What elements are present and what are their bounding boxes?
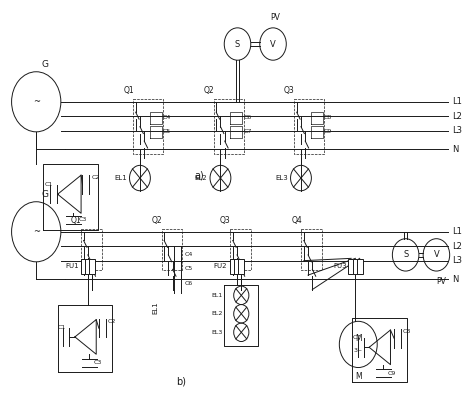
- Text: C3: C3: [79, 218, 87, 222]
- Text: ~: ~: [33, 97, 40, 106]
- Text: C4: C4: [184, 252, 193, 257]
- Text: C9: C9: [323, 129, 332, 134]
- Text: a): a): [195, 170, 204, 180]
- Text: b): b): [176, 377, 186, 387]
- Text: C2: C2: [108, 319, 116, 324]
- Text: EL1: EL1: [114, 175, 127, 181]
- Text: C1: C1: [45, 182, 53, 187]
- Text: M: M: [355, 372, 361, 381]
- Text: C5: C5: [162, 129, 171, 134]
- Text: EL1: EL1: [211, 293, 223, 298]
- Text: Q3: Q3: [284, 86, 295, 95]
- Text: C7: C7: [243, 129, 252, 134]
- Text: L1: L1: [452, 227, 462, 236]
- Text: N: N: [452, 145, 458, 154]
- Text: FU2: FU2: [214, 264, 227, 270]
- Text: FU3: FU3: [334, 264, 347, 270]
- Text: L3: L3: [452, 256, 462, 265]
- Text: EL3: EL3: [275, 175, 288, 181]
- Text: PV: PV: [436, 277, 446, 286]
- Text: C4: C4: [162, 116, 171, 120]
- Text: Q1: Q1: [71, 216, 82, 225]
- Text: Q2: Q2: [152, 216, 162, 225]
- Bar: [352, 259, 358, 274]
- Text: EL2: EL2: [195, 175, 207, 181]
- Text: C5: C5: [184, 266, 193, 271]
- Text: 3~: 3~: [354, 348, 363, 353]
- Text: C3: C3: [94, 360, 102, 365]
- Text: C8: C8: [323, 116, 332, 120]
- Text: Q4: Q4: [291, 216, 302, 225]
- Bar: [89, 259, 95, 274]
- Text: C6: C6: [184, 281, 193, 286]
- Bar: [234, 259, 240, 274]
- Bar: [230, 259, 236, 274]
- Text: V: V: [270, 40, 276, 48]
- Text: Q3: Q3: [220, 216, 231, 225]
- Text: C1: C1: [58, 325, 66, 330]
- Bar: [85, 259, 91, 274]
- Bar: [348, 259, 354, 274]
- Text: C7: C7: [353, 335, 361, 340]
- Text: EL1: EL1: [152, 302, 158, 314]
- Text: Q2: Q2: [204, 86, 214, 95]
- Text: C6: C6: [243, 116, 251, 120]
- Bar: [357, 259, 362, 274]
- Text: EL3: EL3: [211, 330, 223, 335]
- Text: PV: PV: [270, 13, 280, 22]
- Text: L1: L1: [452, 97, 462, 106]
- Text: L3: L3: [452, 126, 462, 135]
- Text: S: S: [235, 40, 240, 48]
- Text: C8: C8: [402, 329, 410, 334]
- Text: L2: L2: [452, 112, 462, 121]
- Text: L2: L2: [452, 242, 462, 251]
- Text: Q1: Q1: [123, 86, 134, 95]
- Text: FU1: FU1: [65, 264, 79, 270]
- Text: C2: C2: [92, 175, 100, 180]
- Text: V: V: [434, 250, 439, 259]
- Text: N: N: [452, 275, 458, 284]
- Text: M: M: [355, 334, 361, 343]
- Bar: [238, 259, 244, 274]
- Text: ~: ~: [33, 227, 40, 236]
- Text: EL2: EL2: [211, 311, 223, 316]
- Bar: [81, 259, 86, 274]
- Text: S: S: [403, 250, 408, 259]
- Text: G: G: [41, 190, 48, 199]
- Text: C9: C9: [388, 371, 397, 376]
- Text: G: G: [41, 60, 48, 69]
